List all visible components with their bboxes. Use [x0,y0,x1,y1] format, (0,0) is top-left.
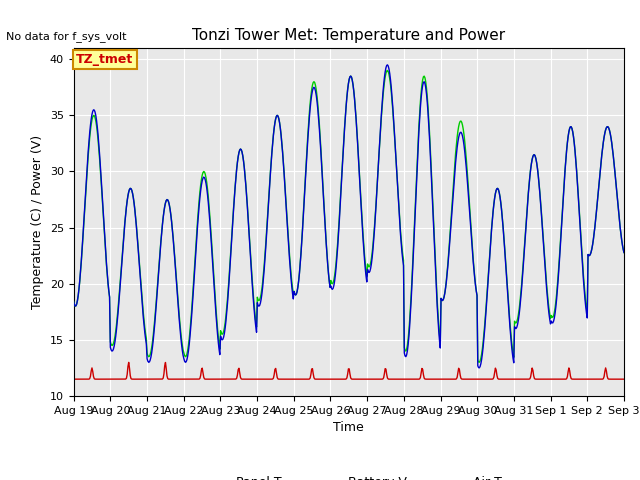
Legend: Panel T, Battery V, Air T: Panel T, Battery V, Air T [190,471,508,480]
Title: Tonzi Tower Met: Temperature and Power: Tonzi Tower Met: Temperature and Power [192,28,506,43]
X-axis label: Time: Time [333,421,364,434]
Text: TZ_tmet: TZ_tmet [76,53,134,66]
Y-axis label: Temperature (C) / Power (V): Temperature (C) / Power (V) [31,135,44,309]
Text: No data for f_sys_volt: No data for f_sys_volt [6,31,127,42]
